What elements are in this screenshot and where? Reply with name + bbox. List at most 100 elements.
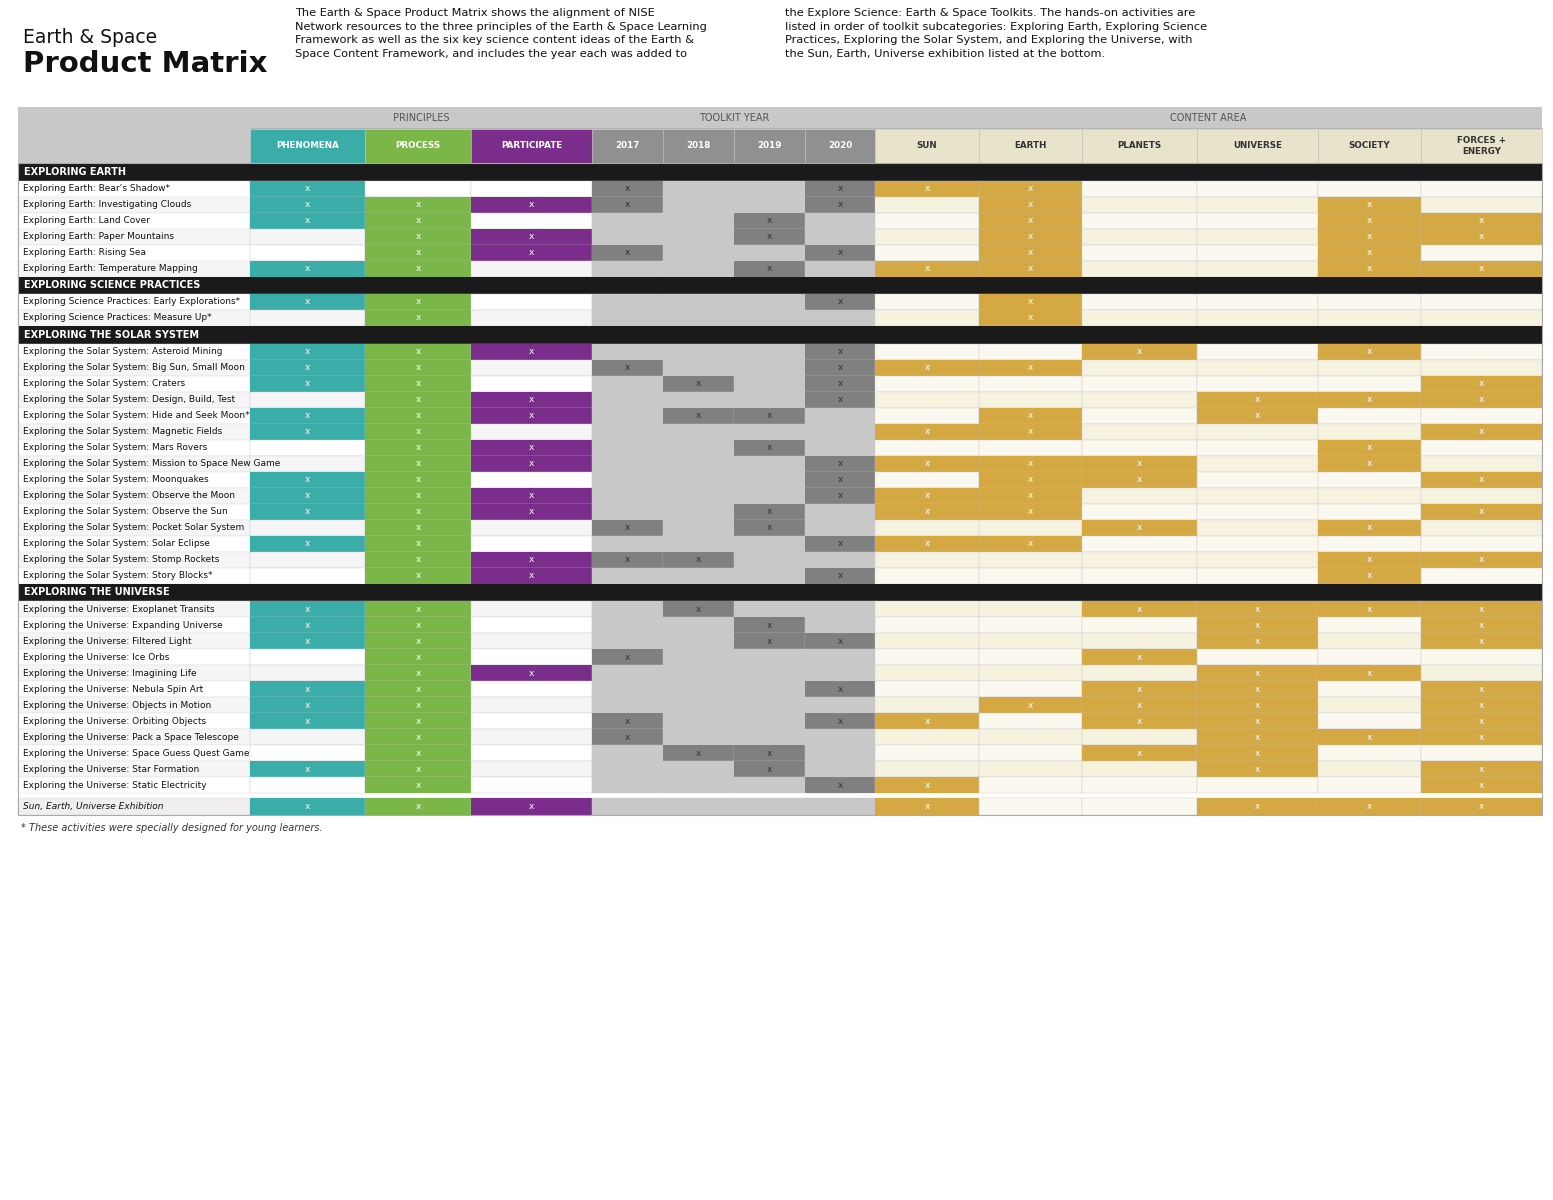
- Text: x: x: [416, 764, 421, 774]
- Bar: [250, 487, 365, 504]
- Text: x: x: [416, 264, 421, 272]
- Bar: [1421, 697, 1542, 713]
- Bar: [365, 568, 471, 583]
- Bar: [592, 552, 663, 568]
- Bar: [365, 212, 471, 228]
- Bar: [365, 617, 471, 634]
- Text: x: x: [1478, 232, 1485, 241]
- Bar: [876, 778, 978, 793]
- Bar: [592, 228, 663, 245]
- Text: x: x: [304, 298, 311, 306]
- Bar: [978, 745, 1082, 761]
- Bar: [250, 504, 365, 520]
- Text: x: x: [304, 764, 311, 774]
- Bar: [19, 745, 250, 761]
- Text: x: x: [1367, 605, 1373, 613]
- Bar: [1318, 680, 1421, 697]
- Text: x: x: [530, 347, 534, 356]
- Bar: [663, 408, 733, 424]
- Text: Exploring the Universe: Expanding Universe: Exploring the Universe: Expanding Univer…: [23, 620, 222, 630]
- Bar: [471, 343, 592, 360]
- Bar: [663, 376, 733, 391]
- Bar: [365, 310, 471, 326]
- Bar: [663, 680, 733, 697]
- Bar: [365, 424, 471, 439]
- Bar: [1421, 552, 1542, 568]
- Text: SOCIETY: SOCIETY: [1348, 142, 1390, 150]
- Bar: [250, 424, 365, 439]
- Text: Exploring the Universe: Pack a Space Telescope: Exploring the Universe: Pack a Space Tel…: [23, 732, 239, 742]
- Bar: [365, 649, 471, 665]
- Text: x: x: [767, 749, 772, 757]
- Bar: [804, 128, 876, 163]
- Bar: [1421, 778, 1542, 793]
- Text: x: x: [416, 313, 421, 323]
- Bar: [804, 439, 876, 456]
- Text: UNIVERSE: UNIVERSE: [1233, 142, 1281, 150]
- Bar: [1421, 424, 1542, 439]
- Bar: [365, 472, 471, 487]
- Text: x: x: [1367, 554, 1373, 564]
- Bar: [876, 617, 978, 634]
- Bar: [1197, 713, 1318, 728]
- Text: x: x: [304, 347, 311, 356]
- Bar: [978, 376, 1082, 391]
- Text: x: x: [837, 571, 843, 580]
- Bar: [733, 180, 804, 197]
- Bar: [592, 376, 663, 391]
- Bar: [804, 245, 876, 260]
- Bar: [19, 376, 250, 391]
- Bar: [592, 601, 663, 617]
- Bar: [663, 617, 733, 634]
- Bar: [733, 634, 804, 649]
- Bar: [1421, 697, 1542, 713]
- Text: x: x: [304, 184, 311, 193]
- Text: SUN: SUN: [916, 142, 938, 150]
- Text: x: x: [1478, 636, 1485, 646]
- Bar: [663, 197, 733, 212]
- Bar: [365, 228, 471, 245]
- Bar: [19, 326, 1542, 343]
- Bar: [1082, 472, 1197, 487]
- Bar: [876, 408, 978, 424]
- Bar: [19, 128, 250, 163]
- Bar: [876, 761, 978, 778]
- Bar: [978, 665, 1082, 680]
- Bar: [663, 745, 733, 761]
- Text: x: x: [1367, 216, 1373, 226]
- Bar: [804, 310, 876, 326]
- Text: x: x: [837, 298, 843, 306]
- Bar: [978, 310, 1082, 326]
- Bar: [733, 294, 804, 310]
- Bar: [1197, 456, 1318, 472]
- Bar: [733, 634, 804, 649]
- Bar: [1318, 617, 1421, 634]
- Text: x: x: [1478, 780, 1485, 790]
- Bar: [1082, 343, 1197, 360]
- Bar: [733, 260, 804, 276]
- Bar: [1421, 728, 1542, 745]
- Bar: [978, 728, 1082, 745]
- Bar: [1318, 504, 1421, 520]
- Text: x: x: [767, 523, 772, 532]
- Bar: [876, 665, 978, 680]
- Text: x: x: [416, 362, 421, 372]
- Text: x: x: [837, 362, 843, 372]
- Bar: [876, 180, 978, 197]
- Bar: [978, 697, 1082, 713]
- Text: x: x: [416, 554, 421, 564]
- Bar: [1197, 697, 1318, 713]
- Bar: [471, 260, 592, 276]
- Bar: [1197, 665, 1318, 680]
- Bar: [804, 601, 876, 617]
- Bar: [1421, 649, 1542, 665]
- Bar: [1318, 408, 1421, 424]
- Bar: [471, 456, 592, 472]
- Text: x: x: [1478, 716, 1485, 726]
- Text: Exploring the Solar System: Magnetic Fields: Exploring the Solar System: Magnetic Fie…: [23, 427, 222, 436]
- Bar: [733, 424, 804, 439]
- Bar: [663, 601, 733, 617]
- Bar: [365, 487, 471, 504]
- Bar: [978, 212, 1082, 228]
- Bar: [365, 568, 471, 583]
